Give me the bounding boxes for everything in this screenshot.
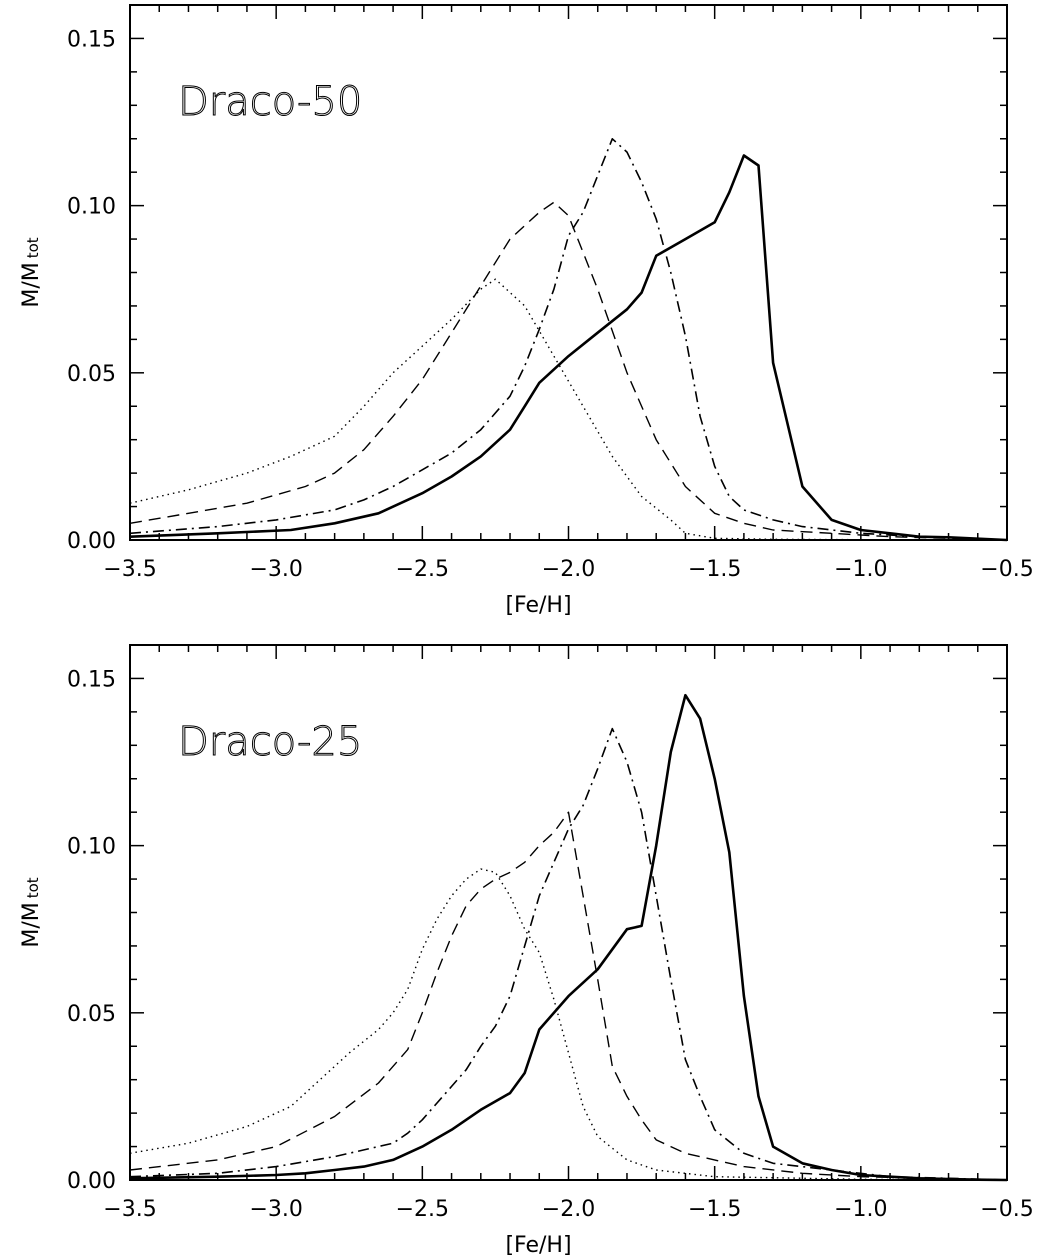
x-tick-label: −3.5 bbox=[103, 557, 156, 582]
series-line-dotted bbox=[129, 868, 1008, 1181]
chart-panel-draco-25: −3.5 −3.0 −2.5 −2.0 −1.5 −1.0 −0.5 0.00 0.05 0.10… bbox=[19, 644, 1034, 1258]
x-tick-label: −1.5 bbox=[688, 557, 741, 582]
x-axis-label: [Fe/H] bbox=[505, 1233, 571, 1258]
y-tick-label: 0.05 bbox=[67, 362, 116, 387]
x-axis-label: [Fe/H] bbox=[505, 593, 571, 618]
y-tick-label: 0.10 bbox=[67, 195, 116, 220]
x-tick-label: −1.0 bbox=[834, 557, 887, 582]
x-tick-label: −1.0 bbox=[834, 1197, 887, 1222]
x-tick-label: −3.0 bbox=[249, 557, 302, 582]
panel-annotation: Draco-50 bbox=[178, 79, 362, 125]
x-tick-label: −2.0 bbox=[542, 1197, 595, 1222]
series-line-dotted bbox=[129, 278, 1008, 541]
x-tick-label: −2.5 bbox=[396, 557, 449, 582]
x-tick-label: −1.5 bbox=[688, 1197, 741, 1222]
chart-panel-draco-50: −3.5 −3.0 −2.5 −2.0 −1.5 −1.0 −0.5 0.00 0.05 0.10… bbox=[19, 4, 1034, 618]
y-axis-label: M/Mtot bbox=[19, 237, 44, 307]
y-tick-label: 0.15 bbox=[67, 667, 116, 692]
x-tick-label: −0.5 bbox=[980, 557, 1033, 582]
x-tick-label: −2.5 bbox=[396, 1197, 449, 1222]
y-tick-label: 0.15 bbox=[67, 27, 116, 52]
panel-annotation: Draco-25 bbox=[178, 719, 362, 765]
y-axis-label: M/Mtot bbox=[19, 877, 44, 947]
y-tick-label: 0.10 bbox=[67, 835, 116, 860]
x-tick-label: −3.5 bbox=[103, 1197, 156, 1222]
series-line-dashdot bbox=[129, 727, 1008, 1181]
series-line-solid bbox=[129, 693, 1008, 1182]
series-line-solid bbox=[129, 154, 1008, 542]
x-tick-label: −3.0 bbox=[249, 1197, 302, 1222]
x-tick-label: −0.5 bbox=[980, 1197, 1033, 1222]
y-tick-label: 0.05 bbox=[67, 1002, 116, 1027]
x-tick-label: −2.0 bbox=[542, 557, 595, 582]
series-line-dashdot bbox=[129, 138, 1008, 541]
y-tick-label: 0.00 bbox=[67, 1169, 116, 1194]
y-tick-label: 0.00 bbox=[67, 529, 116, 554]
series-line-dashed bbox=[129, 201, 1008, 541]
